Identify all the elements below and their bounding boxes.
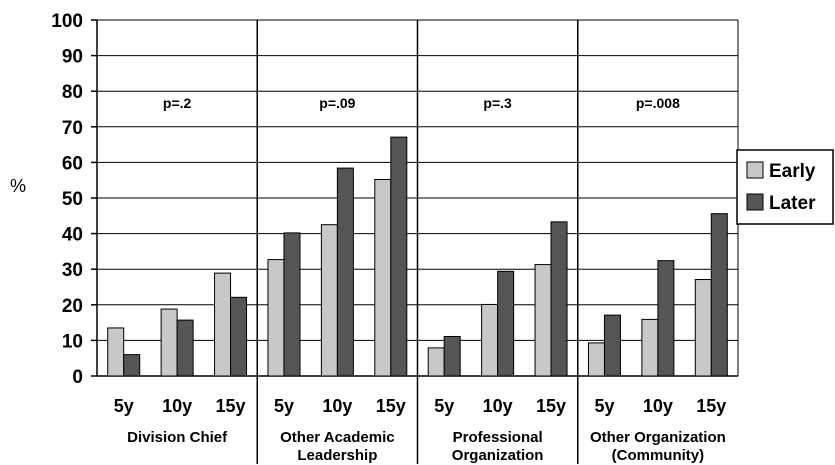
bar-later bbox=[657, 260, 675, 377]
bar-later bbox=[603, 314, 621, 377]
bar-early bbox=[641, 318, 659, 377]
x-tick-label: 15y bbox=[696, 396, 726, 416]
bar-early bbox=[481, 303, 499, 377]
x-tick-label: 10y bbox=[322, 396, 352, 416]
bar-early bbox=[427, 347, 445, 377]
y-tick-label: 100 bbox=[51, 11, 83, 32]
legend-swatch-early bbox=[746, 161, 764, 179]
bar-later bbox=[443, 335, 461, 377]
bar-later bbox=[336, 167, 354, 377]
x-tick-label: 5y bbox=[594, 396, 614, 416]
legend-swatch-later bbox=[746, 193, 764, 211]
y-tick-label: 50 bbox=[62, 189, 83, 210]
y-tick-label: 80 bbox=[62, 82, 83, 103]
group-label: Professional bbox=[453, 429, 543, 446]
p-value-label: p=.008 bbox=[636, 95, 680, 111]
x-tick-label: 10y bbox=[162, 396, 192, 416]
group-label: Other Academic bbox=[280, 429, 395, 446]
x-tick-label: 5y bbox=[274, 396, 294, 416]
group-label: Organization bbox=[452, 447, 544, 464]
y-tick-label: 90 bbox=[62, 47, 83, 68]
bar-later bbox=[710, 213, 728, 377]
y-tick-label: 20 bbox=[62, 296, 83, 317]
bar-later bbox=[176, 319, 194, 377]
x-tick-label: 15y bbox=[216, 396, 246, 416]
bar-early bbox=[374, 178, 392, 377]
bar-later bbox=[390, 136, 408, 377]
x-tick-label: 10y bbox=[483, 396, 513, 416]
y-axis-label: % bbox=[10, 176, 26, 196]
y-tick-label: 60 bbox=[62, 153, 83, 174]
bar-early bbox=[107, 327, 125, 377]
bar-early bbox=[534, 264, 552, 377]
x-tick-label: 15y bbox=[376, 396, 406, 416]
x-tick-label: 5y bbox=[434, 396, 454, 416]
legend-label: Early bbox=[769, 161, 816, 182]
group-label: Leadership bbox=[297, 447, 377, 464]
x-tick-label: 5y bbox=[114, 396, 134, 416]
y-tick-label: 40 bbox=[62, 225, 83, 246]
bar-later bbox=[497, 270, 515, 377]
group-label: (Community) bbox=[612, 447, 705, 464]
bar-early bbox=[694, 279, 712, 377]
bar-early bbox=[214, 272, 232, 377]
group-label: Division Chief bbox=[127, 429, 228, 446]
bar-early bbox=[587, 342, 605, 377]
group-label: Other Organization bbox=[590, 429, 726, 446]
p-value-label: p=.2 bbox=[163, 95, 192, 111]
bar-early bbox=[267, 259, 285, 377]
p-value-label: p=.09 bbox=[319, 95, 355, 111]
bar-early bbox=[320, 224, 338, 377]
bar-early bbox=[160, 308, 178, 377]
p-value-label: p=.3 bbox=[483, 95, 512, 111]
bar-later bbox=[550, 221, 568, 377]
bar-later bbox=[283, 232, 301, 377]
y-tick-label: 10 bbox=[62, 331, 83, 352]
bar-later bbox=[230, 296, 248, 377]
bar-later bbox=[123, 354, 141, 377]
x-tick-label: 10y bbox=[643, 396, 673, 416]
x-tick-label: 15y bbox=[536, 396, 566, 416]
y-tick-label: 0 bbox=[72, 367, 83, 388]
y-tick-label: 30 bbox=[62, 260, 83, 281]
legend-label: Later bbox=[769, 193, 816, 214]
y-tick-label: 70 bbox=[62, 118, 83, 139]
